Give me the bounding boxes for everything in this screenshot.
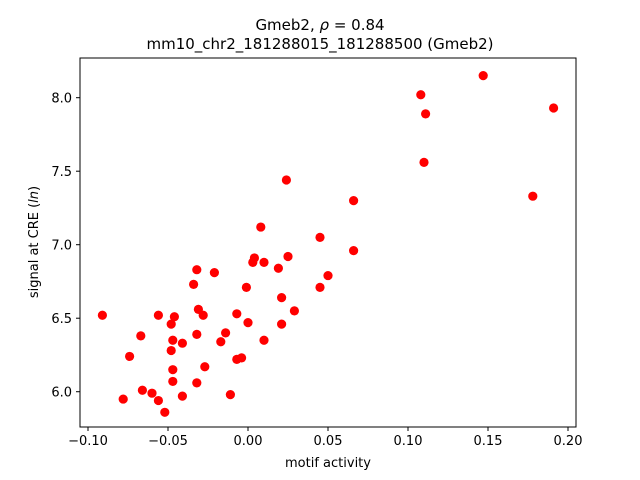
data-point xyxy=(419,157,429,167)
data-point xyxy=(153,310,163,320)
data-point xyxy=(478,71,488,81)
data-point xyxy=(160,407,170,417)
data-point xyxy=(225,390,235,400)
x-axis: −0.10 −0.05 0.00 0.05 0.10 0.15 0.20 xyxy=(68,427,582,449)
data-point xyxy=(136,331,146,341)
data-point xyxy=(528,191,538,201)
data-point xyxy=(421,109,431,119)
data-point xyxy=(281,175,291,185)
y-tick-label: 6.0 xyxy=(51,386,72,401)
data-point xyxy=(147,388,157,398)
x-tick-label: 0.10 xyxy=(394,434,423,449)
data-point xyxy=(241,282,251,292)
data-point xyxy=(349,196,359,206)
data-point xyxy=(549,103,559,113)
data-point xyxy=(273,263,283,273)
data-point xyxy=(192,329,202,339)
data-point xyxy=(166,345,176,356)
x-tick-label: 0.05 xyxy=(314,434,343,449)
data-point xyxy=(216,337,226,347)
data-point xyxy=(289,306,299,316)
y-axis-label: signal at CRE (ln) xyxy=(27,186,42,298)
data-point xyxy=(323,270,333,281)
data-point xyxy=(349,245,359,256)
plot-frame xyxy=(79,57,577,428)
data-point xyxy=(259,335,269,345)
x-tick-label: 0.00 xyxy=(234,434,263,449)
chart-title: Gmeb2, ρ = 0.84 xyxy=(255,16,384,34)
x-axis-label: motif activity xyxy=(285,456,371,471)
data-point xyxy=(137,385,147,395)
data-point xyxy=(315,282,325,292)
data-point xyxy=(166,319,176,329)
data-point xyxy=(169,312,179,322)
data-point xyxy=(259,257,269,267)
data-point xyxy=(283,251,293,262)
data-point xyxy=(243,318,253,328)
data-point xyxy=(153,395,163,406)
data-point xyxy=(237,353,247,363)
y-tick-label: 7.0 xyxy=(51,239,72,254)
x-tick-label: 0.15 xyxy=(474,434,503,449)
plot-area xyxy=(97,71,559,417)
y-tick-label: 7.5 xyxy=(51,165,72,180)
data-point xyxy=(221,328,231,338)
y-tick-label: 6.5 xyxy=(51,312,72,327)
data-point xyxy=(315,232,325,242)
data-point xyxy=(198,310,208,320)
data-point xyxy=(189,279,199,289)
data-point xyxy=(168,365,178,375)
data-point xyxy=(277,293,287,303)
data-point xyxy=(177,338,187,348)
y-axis: 6.0 6.5 7.0 7.5 8.0 xyxy=(51,92,80,401)
data-point xyxy=(192,378,202,388)
data-point xyxy=(277,319,287,329)
data-point xyxy=(256,222,266,232)
data-point xyxy=(209,268,219,278)
chart-subtitle: mm10_chr2_181288015_181288500 (Gmeb2) xyxy=(146,35,493,54)
data-point xyxy=(192,265,202,275)
data-point xyxy=(232,309,242,319)
data-point xyxy=(97,310,107,320)
x-tick-label: 0.20 xyxy=(554,434,583,449)
data-point xyxy=(168,376,178,387)
data-point xyxy=(177,391,187,401)
data-point xyxy=(125,351,135,362)
x-tick-label: −0.05 xyxy=(148,434,188,449)
data-point xyxy=(168,335,178,345)
data-point xyxy=(118,394,128,404)
data-point xyxy=(249,253,259,263)
x-tick-label: −0.10 xyxy=(68,434,108,449)
data-point xyxy=(416,90,426,100)
y-tick-label: 8.0 xyxy=(51,92,72,107)
data-point xyxy=(200,362,210,372)
